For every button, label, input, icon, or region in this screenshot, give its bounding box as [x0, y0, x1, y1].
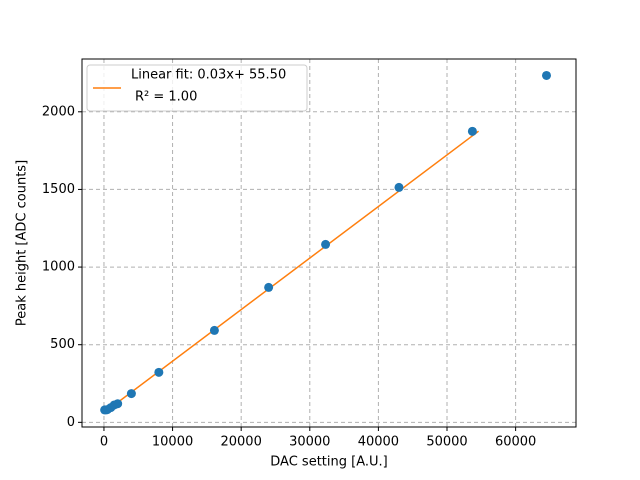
x-tick-label: 30000 [289, 435, 330, 450]
data-point [154, 367, 164, 377]
data-point [264, 282, 274, 292]
fit-line [104, 130, 480, 413]
legend-label: R² = 1.00 [135, 90, 197, 105]
y-tick-label: 2000 [42, 104, 75, 119]
data-point [113, 399, 123, 409]
data-point [541, 70, 551, 80]
x-tick-label: 50000 [426, 435, 467, 450]
x-tick-label: 60000 [495, 435, 536, 450]
y-tick-label: 0 [67, 415, 75, 430]
y-tick-label: 1000 [42, 260, 75, 275]
y-axis-label: Peak height [ADC counts] [15, 160, 30, 326]
legend-label: Linear fit: 0.03x+ 55.50 [131, 68, 286, 83]
x-tick-label: 0 [100, 435, 108, 450]
data-point [321, 239, 331, 249]
data-point [467, 126, 477, 136]
data-point [126, 389, 136, 399]
data-point [209, 325, 219, 335]
legend-box [86, 64, 308, 112]
y-tick-label: 500 [50, 337, 75, 352]
x-axis-label: DAC setting [A.U.] [270, 455, 387, 470]
data-point [394, 182, 404, 192]
x-tick-label: 10000 [152, 435, 193, 450]
y-tick-label: 1500 [42, 182, 75, 197]
x-tick-label: 40000 [358, 435, 399, 450]
plot-frame [81, 58, 577, 428]
x-tick-label: 20000 [220, 435, 261, 450]
